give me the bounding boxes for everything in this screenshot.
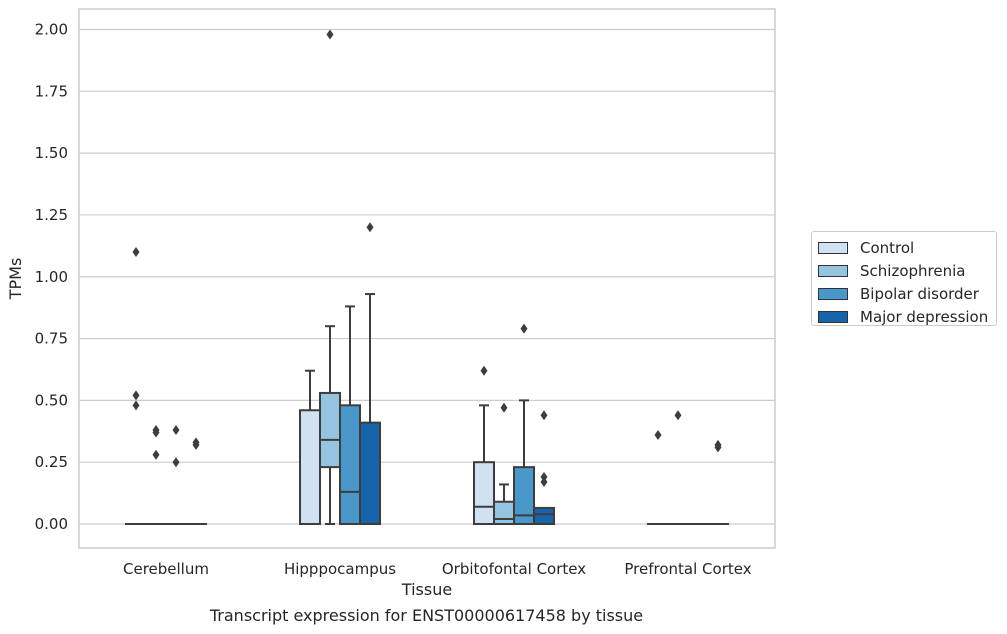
outlier-point <box>540 410 548 421</box>
box-major-depression <box>185 437 207 526</box>
legend-item: Major depression <box>818 305 996 328</box>
legend-item: Control <box>818 236 996 259</box>
box-body <box>299 409 321 526</box>
box-bipolar-disorder <box>165 425 187 526</box>
outlier-point <box>674 410 682 421</box>
box-schizophrenia <box>493 402 515 525</box>
outlier-point <box>132 247 140 258</box>
y-tick-label: 0.50 <box>35 391 68 409</box>
outlier-point <box>540 476 548 487</box>
box-control <box>647 429 669 526</box>
x-tick-label: Cerebellum <box>123 560 209 578</box>
y-tick-label: 1.75 <box>35 82 68 100</box>
box-schizophrenia <box>145 425 167 526</box>
x-tick-label: Orbitofontal Cortex <box>442 560 586 578</box>
box-major-depression <box>359 222 381 525</box>
outlier-point <box>500 402 508 413</box>
box-body <box>359 421 381 525</box>
box-body <box>493 500 515 525</box>
y-axis-label: TPMs <box>6 258 25 301</box>
outlier-point <box>714 442 722 453</box>
legend-swatch <box>818 264 848 277</box>
y-tick-label: 0.75 <box>35 330 68 348</box>
outlier-point <box>152 427 160 438</box>
legend: Control Schizophrenia Bipolar disorder Majo… <box>811 231 997 326</box>
legend-label: Control <box>860 238 915 257</box>
legend-label: Schizophrenia <box>860 261 966 280</box>
outlier-point <box>520 323 528 334</box>
outlier-point <box>172 457 180 468</box>
box-body <box>533 506 555 525</box>
box-schizophrenia <box>667 410 689 526</box>
outlier-point <box>172 425 180 436</box>
y-tick-label: 1.00 <box>35 268 68 286</box>
chart-caption: Transcript expression for ENST0000061745… <box>209 606 644 625</box>
x-axis-label: Tissue <box>401 580 452 599</box>
legend-item: Bipolar disorder <box>818 282 996 305</box>
x-tick-label: Prefrontal Cortex <box>624 560 751 578</box>
box-bipolar-disorder <box>513 323 535 526</box>
box-body <box>513 466 535 526</box>
y-tick-label: 1.50 <box>35 144 68 162</box>
legend-swatch <box>818 287 848 300</box>
outlier-point <box>132 400 140 411</box>
legend-label: Major depression <box>860 307 989 326</box>
y-tick-label: 0.00 <box>35 515 68 533</box>
outlier-point <box>654 429 662 440</box>
outlier-point <box>132 390 140 401</box>
box-control <box>125 247 147 526</box>
outlier-point <box>152 449 160 460</box>
legend-label: Bipolar disorder <box>860 284 979 303</box>
box-body <box>339 404 361 526</box>
legend-swatch <box>818 241 848 254</box>
box-control <box>473 365 495 525</box>
y-tick-label: 0.25 <box>35 453 68 471</box>
outlier-point <box>366 222 374 233</box>
box-body <box>473 461 495 525</box>
y-tick-label: 1.25 <box>35 206 68 224</box>
x-tick-label: Hipppocampus <box>284 560 396 578</box>
box-major-depression <box>707 439 729 526</box>
outlier-point <box>480 365 488 376</box>
outlier-point <box>192 439 200 450</box>
plot-frame <box>78 8 776 549</box>
box-control <box>299 369 321 526</box>
outlier-point <box>326 29 334 40</box>
legend-item: Schizophrenia <box>818 259 996 282</box>
legend-swatch <box>818 310 848 323</box>
box-major-depression <box>533 410 555 525</box>
box-bipolar-disorder <box>339 305 361 526</box>
box-body <box>319 391 341 469</box>
y-tick-label: 2.00 <box>35 21 68 39</box>
